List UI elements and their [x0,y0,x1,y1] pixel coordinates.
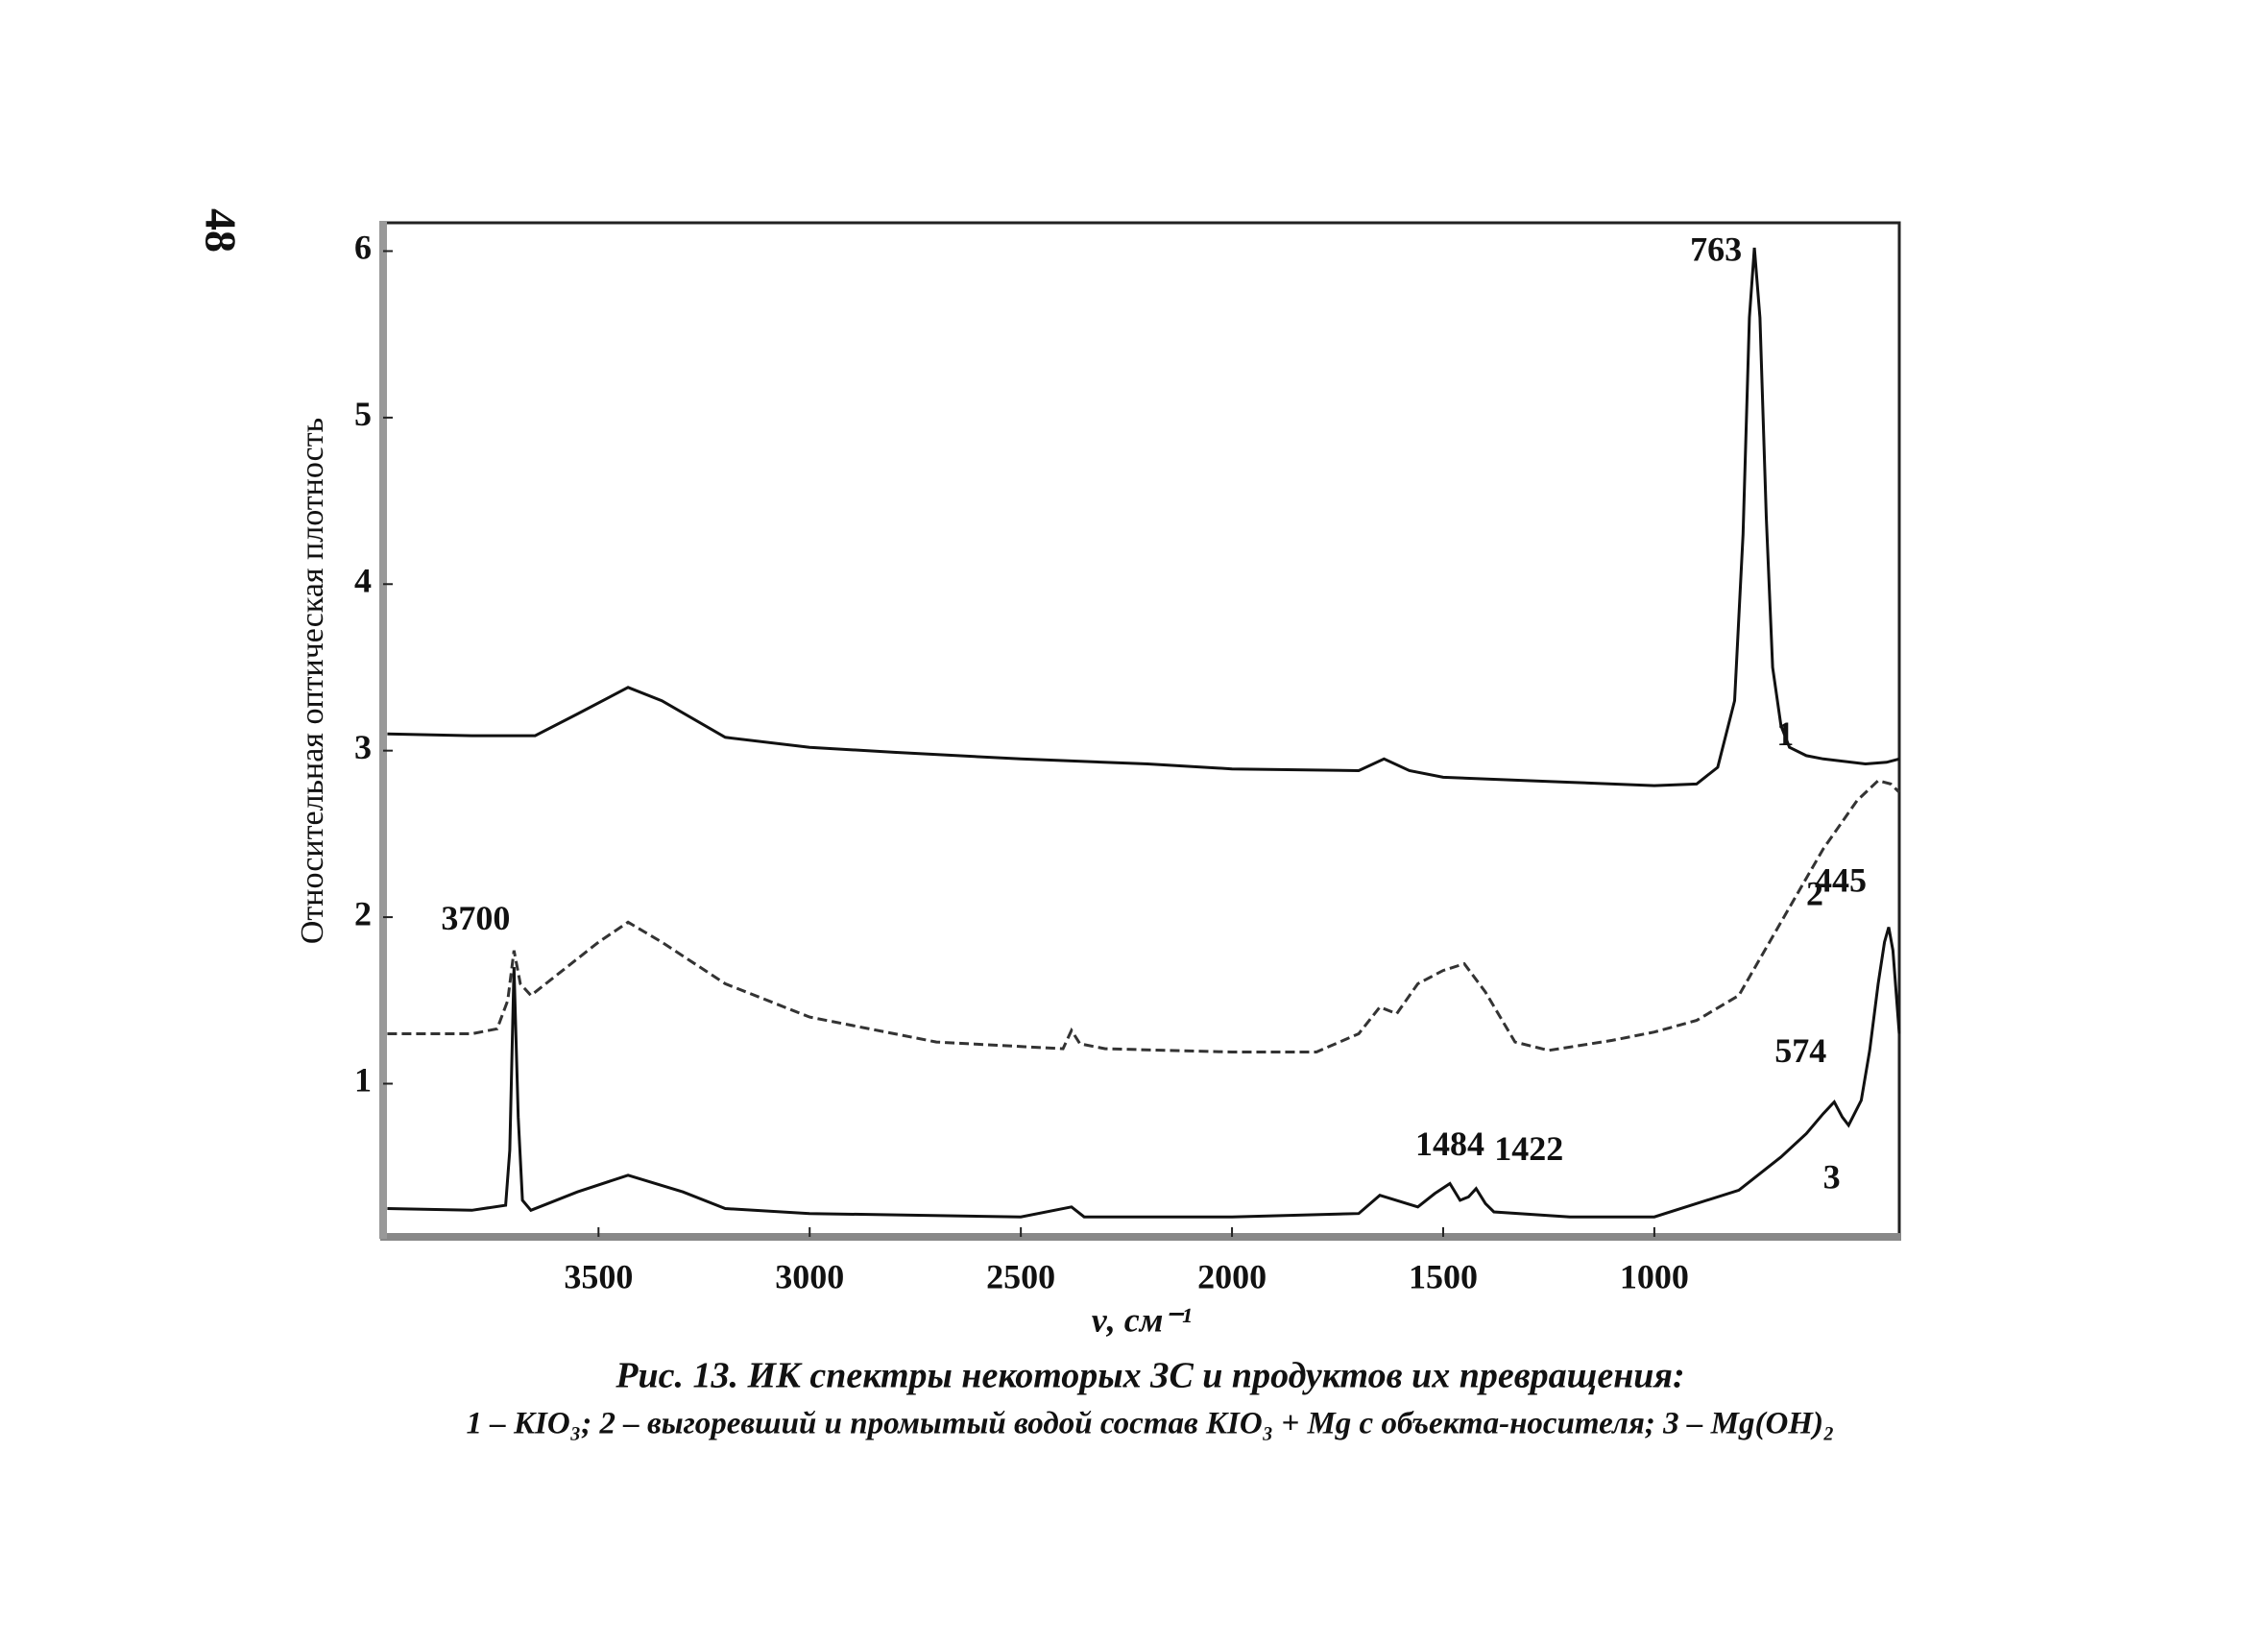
y-axis-band [379,221,387,1239]
peak-label: 1422 [1494,1129,1563,1168]
caption-title: Рис. 13. ИК спектры некоторых ЗС и проду… [615,1356,1684,1396]
spectrum-line [387,927,1901,1219]
x-tick-label: 1000 [1620,1257,1689,1295]
peak-label: 763 [1690,230,1742,268]
plot-frame [381,221,1901,1239]
y-tick-label: 2 [354,894,372,932]
y-tick-label: 3 [354,728,372,766]
caption-legend: 1 – KIO₃; 2 – выгоревший и промытый водо… [467,1407,1835,1441]
y-tick-label: 6 [354,229,372,267]
series-label: 2 [1806,875,1823,913]
y-tick-label: 1 [354,1061,372,1100]
page-number: 48 [196,208,245,253]
spectrum-line [387,247,1900,787]
x-axis-band [380,1233,1901,1241]
peak-label: 3700 [441,899,510,937]
y-tick-label: 4 [354,562,372,600]
peak-label: 574 [1774,1031,1826,1070]
x-tick-label: 1500 [1409,1257,1478,1295]
x-tick-label: 2000 [1197,1257,1267,1295]
y-axis-label: Относительная оптическая плотность [295,418,330,944]
spectrum-line [387,779,1901,1053]
x-axis-label: ν, см⁻¹ [1092,1300,1192,1339]
peak-label: 445 [1815,861,1867,900]
x-tick-label: 3000 [775,1257,844,1295]
y-tick-label: 5 [354,395,372,433]
peak-label: 1484 [1415,1125,1484,1163]
series-label: 1 [1776,714,1794,753]
series-label: 3 [1823,1157,1841,1196]
x-tick-label: 3500 [564,1257,633,1295]
x-tick-label: 2500 [986,1257,1055,1295]
